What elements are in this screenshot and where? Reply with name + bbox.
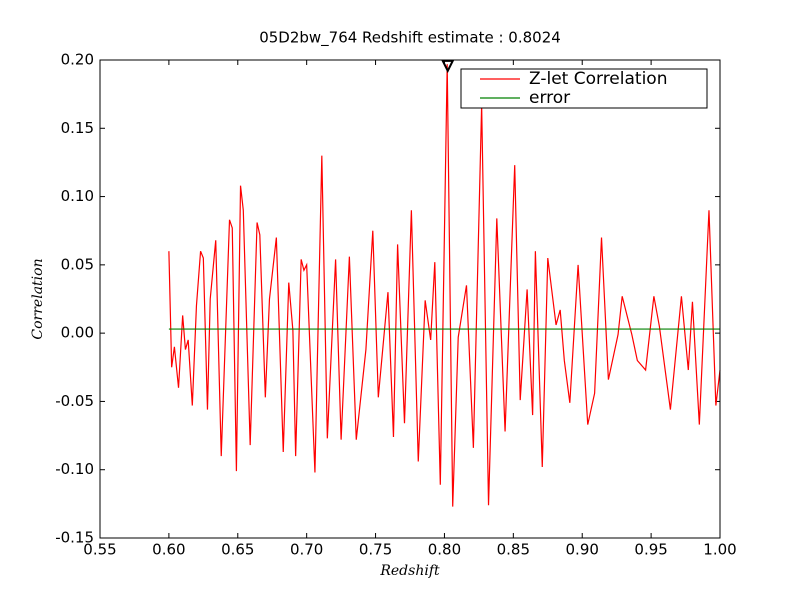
y-tick-label: -0.15	[55, 529, 94, 547]
x-tick-label: 0.55	[83, 541, 116, 559]
x-tick-label: 0.65	[221, 541, 254, 559]
chart-title: 05D2bw_764 Redshift estimate : 0.8024	[259, 29, 561, 48]
y-tick-label: 0.10	[61, 187, 94, 205]
legend-label: Z-let Correlation	[529, 69, 667, 89]
x-tick-label: 0.85	[497, 541, 530, 559]
x-tick-label: 0.75	[359, 541, 392, 559]
x-tick-label: 0.80	[428, 541, 461, 559]
x-tick-label: 0.70	[290, 541, 323, 559]
peak-marker	[441, 59, 455, 74]
series-line	[168, 64, 721, 507]
plot-frame	[99, 59, 721, 539]
y-tick-label: -0.05	[55, 392, 94, 410]
legend-box	[460, 68, 708, 109]
y-tick-label: -0.10	[55, 460, 94, 478]
legend-label: error	[529, 88, 570, 108]
y-tick-label: 0.15	[61, 119, 94, 137]
y-tick-label: 0.20	[61, 51, 94, 69]
x-axis-label: Redshift	[379, 563, 440, 579]
y-tick-label: 0.00	[61, 324, 94, 342]
y-axis-label: Correlation	[30, 258, 46, 339]
x-tick-label: 0.90	[566, 541, 599, 559]
y-tick-label: 0.05	[61, 255, 94, 273]
x-tick-label: 0.60	[152, 541, 185, 559]
x-tick-label: 1.00	[703, 541, 736, 559]
x-tick-label: 0.95	[634, 541, 667, 559]
